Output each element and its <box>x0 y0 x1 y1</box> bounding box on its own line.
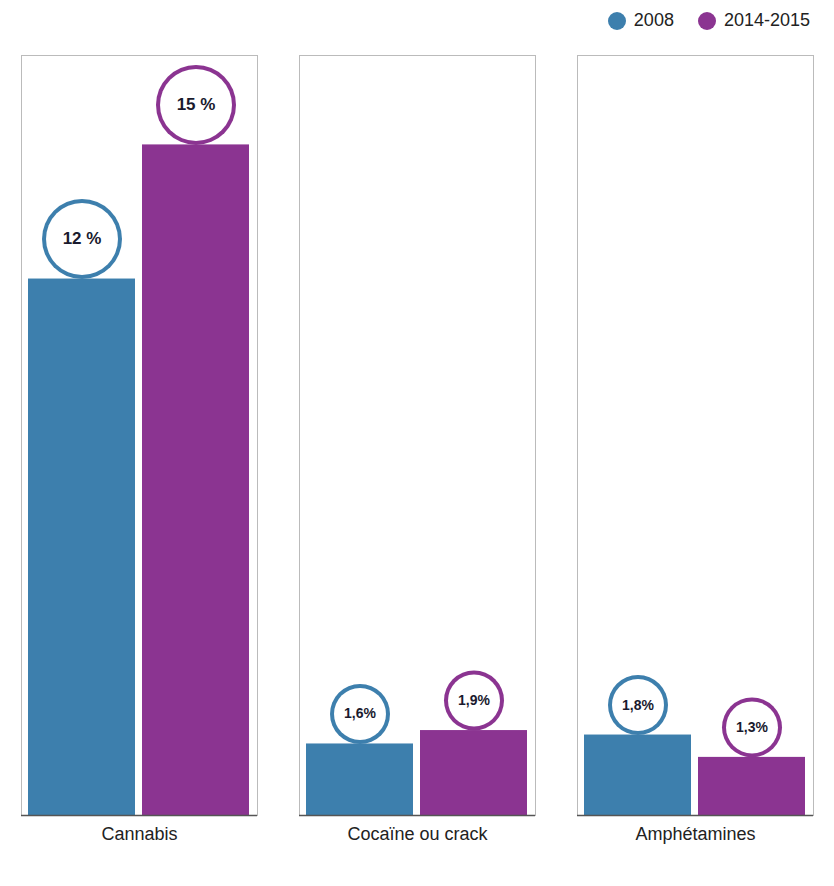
html-text:2014-2015: 2014-2015 <box>723 10 810 30</box>
svg-text:1,8%: 1,8% <box>622 697 654 713</box>
html-text:2008: 2008 <box>633 10 674 30</box>
svg-text:15 %: 15 % <box>177 95 216 114</box>
svg-text:Cannabis: Cannabis <box>101 824 177 844</box>
svg-text:12 %: 12 % <box>63 229 102 248</box>
svg-text:Cocaïne ou crack: Cocaïne ou crack <box>347 824 488 844</box>
svg-text:1,3%: 1,3% <box>736 719 768 735</box>
svg-text:Amphétamines: Amphétamines <box>635 824 755 844</box>
svg-text:1,9%: 1,9% <box>458 692 490 708</box>
svg-text:1,6%: 1,6% <box>344 705 376 721</box>
